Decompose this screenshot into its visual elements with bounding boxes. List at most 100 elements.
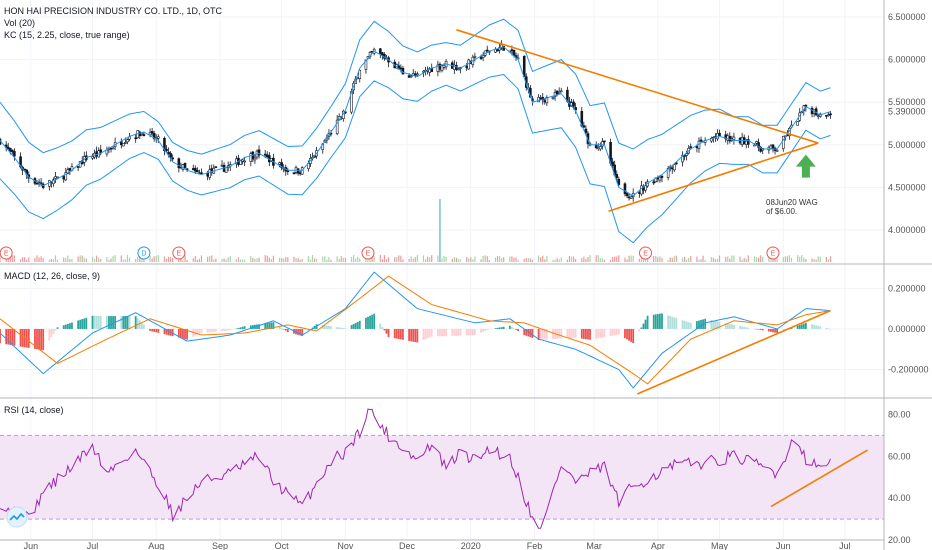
candle[interactable] bbox=[335, 115, 339, 136]
candle[interactable] bbox=[91, 153, 94, 160]
candle[interactable] bbox=[681, 151, 684, 167]
rsi-pane[interactable] bbox=[0, 408, 884, 529]
candle[interactable] bbox=[62, 175, 66, 183]
candle[interactable] bbox=[627, 193, 631, 201]
candle[interactable] bbox=[516, 53, 520, 60]
candle[interactable] bbox=[644, 181, 647, 193]
candle[interactable] bbox=[249, 151, 253, 167]
candle[interactable] bbox=[747, 135, 750, 148]
candle[interactable] bbox=[457, 67, 460, 71]
candle[interactable] bbox=[500, 40, 503, 50]
candle[interactable] bbox=[757, 138, 760, 152]
candle[interactable] bbox=[767, 145, 771, 154]
candle[interactable] bbox=[660, 175, 664, 183]
candle[interactable] bbox=[773, 146, 777, 155]
rsi-trendline[interactable] bbox=[770, 449, 868, 508]
candle[interactable] bbox=[364, 59, 368, 74]
candle[interactable] bbox=[625, 192, 629, 199]
event-badge-earnings[interactable]: E bbox=[172, 246, 186, 260]
candle[interactable] bbox=[292, 172, 296, 175]
candle[interactable] bbox=[76, 166, 80, 172]
candle[interactable] bbox=[553, 88, 557, 101]
candle[interactable] bbox=[379, 47, 382, 59]
candle[interactable] bbox=[214, 166, 218, 168]
price-trendline[interactable] bbox=[608, 142, 819, 212]
candle[interactable] bbox=[122, 143, 125, 147]
candle[interactable] bbox=[165, 145, 168, 152]
candle[interactable] bbox=[142, 132, 146, 137]
candle[interactable] bbox=[814, 106, 818, 116]
tradingview-logo[interactable] bbox=[6, 506, 28, 528]
candle[interactable] bbox=[718, 129, 721, 137]
candle[interactable] bbox=[584, 125, 588, 135]
candle[interactable] bbox=[253, 154, 257, 164]
candle[interactable] bbox=[652, 180, 656, 186]
candle[interactable] bbox=[286, 167, 290, 175]
price-trendline[interactable] bbox=[456, 29, 819, 144]
candle[interactable] bbox=[183, 162, 187, 169]
candle[interactable] bbox=[48, 179, 51, 191]
candle[interactable] bbox=[551, 96, 555, 100]
candle[interactable] bbox=[138, 130, 142, 140]
candle[interactable] bbox=[699, 136, 703, 142]
candle[interactable] bbox=[284, 164, 288, 176]
macd-pane[interactable] bbox=[0, 271, 832, 395]
candle[interactable] bbox=[829, 111, 832, 119]
candle[interactable] bbox=[200, 168, 203, 175]
candle[interactable] bbox=[298, 170, 302, 176]
candle[interactable] bbox=[169, 151, 172, 162]
event-badge-dividend[interactable]: D bbox=[137, 246, 151, 260]
candle[interactable] bbox=[280, 158, 283, 171]
candle[interactable] bbox=[95, 146, 98, 160]
candle[interactable] bbox=[594, 141, 598, 150]
candle[interactable] bbox=[611, 157, 614, 169]
candle[interactable] bbox=[771, 144, 775, 153]
candle[interactable] bbox=[545, 95, 549, 106]
candle[interactable] bbox=[730, 135, 734, 143]
candle[interactable] bbox=[582, 121, 586, 128]
candle[interactable] bbox=[196, 167, 199, 173]
candle[interactable] bbox=[296, 168, 300, 176]
candle[interactable] bbox=[243, 156, 246, 167]
candle[interactable] bbox=[724, 130, 728, 143]
candle[interactable] bbox=[156, 134, 160, 144]
event-badge-earnings[interactable]: E bbox=[639, 246, 653, 260]
candle[interactable] bbox=[557, 87, 561, 94]
candle[interactable] bbox=[239, 160, 242, 165]
event-badge-earnings[interactable]: E bbox=[361, 246, 375, 260]
candle[interactable] bbox=[617, 176, 621, 187]
candle[interactable] bbox=[450, 60, 454, 69]
candle[interactable] bbox=[119, 138, 123, 149]
candle[interactable] bbox=[358, 69, 362, 83]
candle[interactable] bbox=[171, 154, 174, 162]
candle[interactable] bbox=[775, 149, 779, 152]
candle[interactable] bbox=[732, 132, 736, 145]
candle[interactable] bbox=[212, 164, 216, 174]
candle[interactable] bbox=[494, 47, 497, 53]
candle[interactable] bbox=[673, 164, 676, 173]
candle[interactable] bbox=[251, 150, 255, 163]
candle[interactable] bbox=[163, 136, 166, 156]
candle[interactable] bbox=[105, 146, 109, 157]
candle[interactable] bbox=[666, 166, 670, 181]
candle[interactable] bbox=[601, 138, 604, 150]
candle[interactable] bbox=[210, 164, 214, 176]
candle[interactable] bbox=[559, 87, 563, 93]
candle[interactable] bbox=[438, 62, 442, 73]
candle[interactable] bbox=[152, 130, 156, 142]
candle[interactable] bbox=[150, 127, 154, 137]
candle[interactable] bbox=[126, 138, 129, 145]
candle[interactable] bbox=[393, 59, 397, 69]
candle[interactable] bbox=[11, 149, 14, 155]
candle[interactable] bbox=[8, 147, 12, 155]
candle[interactable] bbox=[738, 137, 742, 145]
candle[interactable] bbox=[825, 115, 828, 119]
candle[interactable] bbox=[623, 182, 627, 197]
candle[interactable] bbox=[742, 134, 746, 145]
candle[interactable] bbox=[191, 164, 195, 171]
candle[interactable] bbox=[728, 132, 732, 144]
candle[interactable] bbox=[716, 129, 719, 141]
candle[interactable] bbox=[85, 151, 88, 162]
